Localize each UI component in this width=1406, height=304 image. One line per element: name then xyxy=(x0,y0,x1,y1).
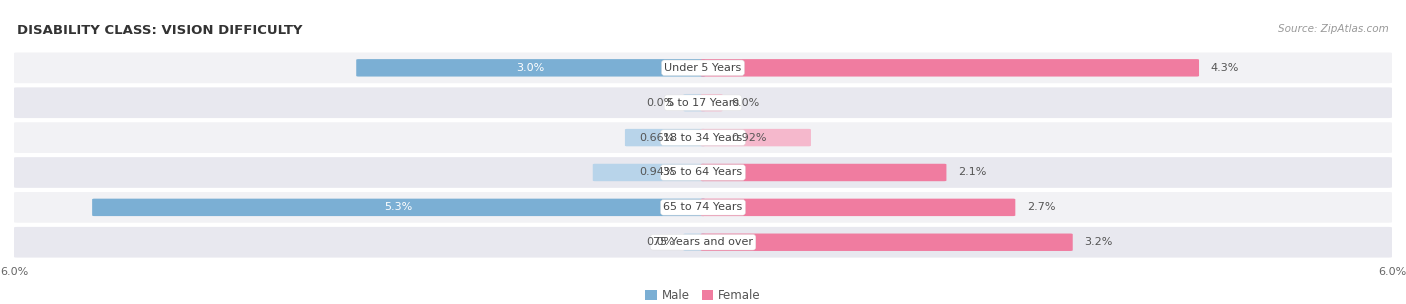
FancyBboxPatch shape xyxy=(13,157,1393,188)
Text: 0.66%: 0.66% xyxy=(640,133,675,143)
Text: 35 to 64 Years: 35 to 64 Years xyxy=(664,168,742,178)
FancyBboxPatch shape xyxy=(593,164,706,181)
FancyBboxPatch shape xyxy=(700,59,1199,77)
FancyBboxPatch shape xyxy=(13,227,1393,257)
FancyBboxPatch shape xyxy=(356,59,706,77)
Text: 0.0%: 0.0% xyxy=(645,237,675,247)
Text: Under 5 Years: Under 5 Years xyxy=(665,63,741,73)
FancyBboxPatch shape xyxy=(700,164,946,181)
FancyBboxPatch shape xyxy=(13,87,1393,118)
Text: 18 to 34 Years: 18 to 34 Years xyxy=(664,133,742,143)
FancyBboxPatch shape xyxy=(13,192,1393,223)
FancyBboxPatch shape xyxy=(13,122,1393,153)
FancyBboxPatch shape xyxy=(700,94,723,112)
Text: 3.0%: 3.0% xyxy=(516,63,546,73)
Text: 0.92%: 0.92% xyxy=(731,133,768,143)
Text: 2.1%: 2.1% xyxy=(957,168,986,178)
FancyBboxPatch shape xyxy=(683,233,706,251)
Text: 4.3%: 4.3% xyxy=(1211,63,1239,73)
Text: 65 to 74 Years: 65 to 74 Years xyxy=(664,202,742,212)
FancyBboxPatch shape xyxy=(700,233,1073,251)
Text: 75 Years and over: 75 Years and over xyxy=(652,237,754,247)
FancyBboxPatch shape xyxy=(700,199,1015,216)
Legend: Male, Female: Male, Female xyxy=(645,289,761,302)
Text: 0.0%: 0.0% xyxy=(645,98,675,108)
Text: 3.2%: 3.2% xyxy=(1084,237,1112,247)
Text: 5 to 17 Years: 5 to 17 Years xyxy=(666,98,740,108)
Text: 5.3%: 5.3% xyxy=(385,202,413,212)
Text: Source: ZipAtlas.com: Source: ZipAtlas.com xyxy=(1278,24,1389,34)
FancyBboxPatch shape xyxy=(700,129,811,146)
FancyBboxPatch shape xyxy=(624,129,706,146)
Text: DISABILITY CLASS: VISION DIFFICULTY: DISABILITY CLASS: VISION DIFFICULTY xyxy=(17,24,302,37)
Text: 2.7%: 2.7% xyxy=(1026,202,1056,212)
FancyBboxPatch shape xyxy=(93,199,706,216)
Text: 0.94%: 0.94% xyxy=(638,168,675,178)
FancyBboxPatch shape xyxy=(683,94,706,112)
FancyBboxPatch shape xyxy=(13,53,1393,83)
Text: 0.0%: 0.0% xyxy=(731,98,761,108)
